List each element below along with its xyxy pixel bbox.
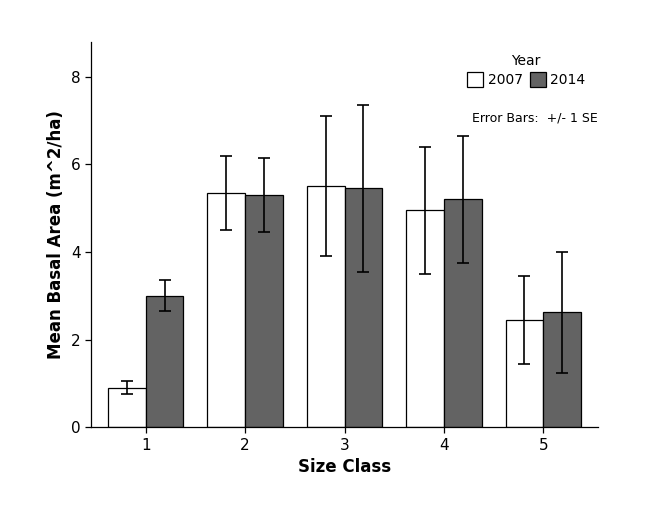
Bar bbox=[506, 320, 543, 427]
Bar bbox=[543, 313, 581, 427]
Bar bbox=[344, 189, 382, 427]
Bar bbox=[307, 187, 345, 427]
Legend: 2007, 2014: 2007, 2014 bbox=[462, 48, 591, 93]
Y-axis label: Mean Basal Area (m^2/ha): Mean Basal Area (m^2/ha) bbox=[47, 110, 65, 359]
X-axis label: Size Class: Size Class bbox=[298, 458, 391, 476]
Bar bbox=[245, 195, 283, 427]
Bar bbox=[406, 210, 444, 427]
Bar bbox=[207, 193, 245, 427]
Bar bbox=[108, 388, 146, 427]
Text: Error Bars:  +/- 1 SE: Error Bars: +/- 1 SE bbox=[473, 111, 598, 124]
Bar bbox=[146, 296, 183, 427]
Bar bbox=[444, 200, 482, 427]
